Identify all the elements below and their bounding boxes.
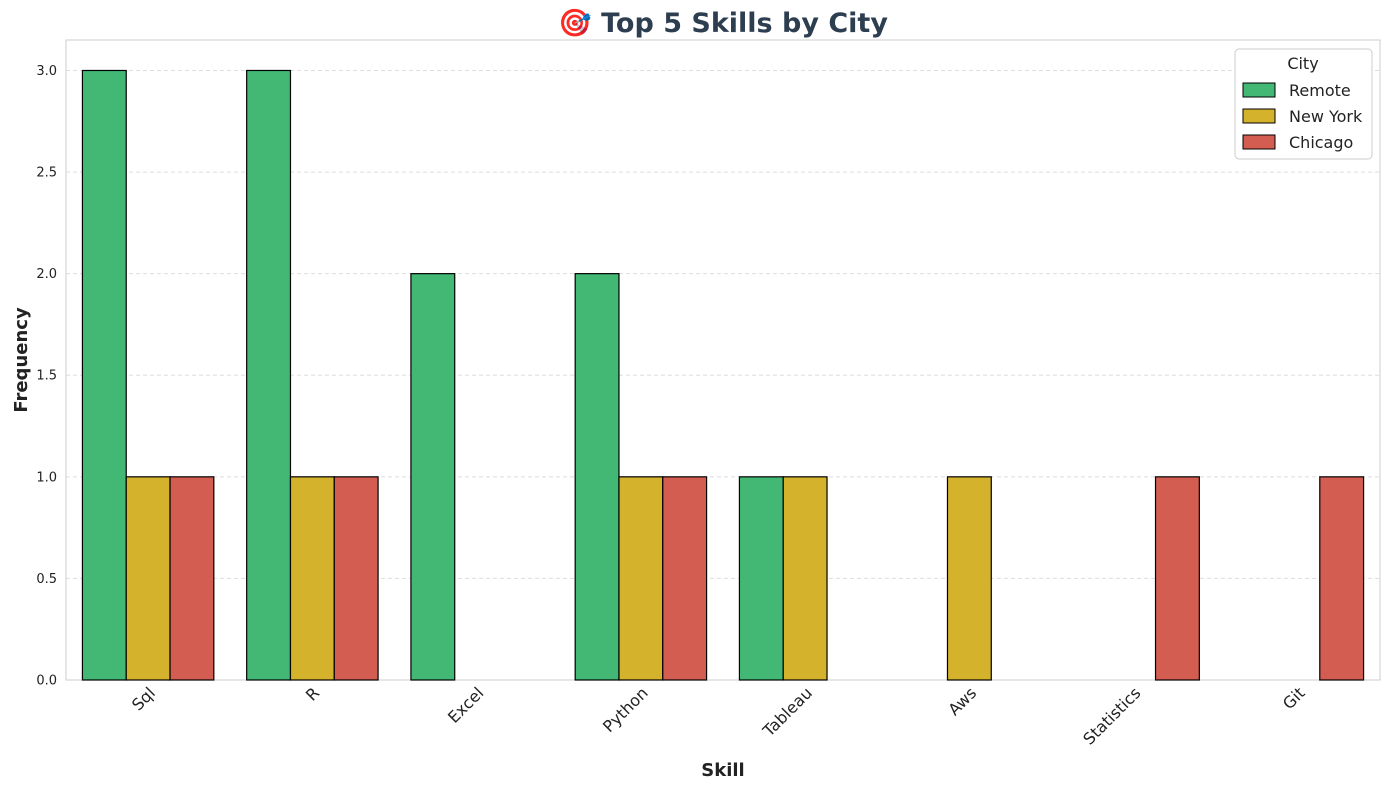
bar-python-new-york: [618, 476, 664, 681]
legend-swatch: [1242, 82, 1276, 98]
bar-git-chicago: [1319, 476, 1365, 681]
legend-swatch: [1242, 108, 1276, 124]
bar-python-remote: [574, 273, 620, 681]
y-axis-label: Frequency: [11, 307, 32, 413]
legend-label: New York: [1289, 107, 1363, 126]
y-tick-label: 0.0: [36, 674, 57, 689]
y-tick-label: 1.5: [36, 369, 57, 384]
bar-sql-chicago: [169, 476, 215, 681]
bar-r-chicago: [333, 476, 379, 681]
x-tick-label: R: [302, 683, 323, 704]
bar-statistics-chicago: [1154, 476, 1200, 681]
bars: [81, 69, 1365, 681]
chart-title: 🎯 Top 5 Skills by City: [558, 8, 888, 39]
legend-title: City: [1287, 54, 1318, 73]
bar-r-remote: [246, 69, 292, 681]
x-tick-label: Sql: [128, 683, 159, 714]
bar-python-chicago: [662, 476, 708, 681]
y-tick-label: 2.5: [36, 166, 57, 181]
bar-aws-new-york: [946, 476, 992, 681]
legend-swatch: [1242, 134, 1276, 150]
y-tick-label: 2.0: [36, 267, 57, 282]
x-tick-label: Python: [599, 683, 652, 736]
y-tick-label: 0.5: [36, 572, 57, 587]
bar-sql-remote: [81, 69, 127, 681]
bar-sql-new-york: [125, 476, 171, 681]
legend-label: Chicago: [1289, 133, 1353, 152]
bar-r-new-york: [289, 476, 335, 681]
bar-tableau-new-york: [782, 476, 828, 681]
x-tick-label: Aws: [944, 683, 980, 719]
bar-tableau-remote: [738, 476, 784, 681]
x-tick-label: Excel: [444, 683, 487, 726]
x-tick-label: Statistics: [1079, 683, 1144, 748]
x-axis-label: Skill: [701, 760, 744, 781]
y-tick-label: 3.0: [36, 64, 57, 79]
y-tick-labels: 0.0 0.5 1.0 1.5 2.0 2.5 3.0: [36, 64, 57, 689]
y-tick-label: 1.0: [36, 470, 57, 485]
legend-box: [1234, 48, 1373, 160]
legend: City Remote New York Chicago: [1234, 48, 1373, 160]
x-tick-labels: Sql R Excel Python Tableau Aws Statistics Git: [128, 683, 1309, 748]
bar-excel-remote: [410, 273, 456, 681]
x-tick-label: Tableau: [758, 683, 816, 741]
x-tick-label: Git: [1279, 683, 1309, 713]
legend-label: Remote: [1289, 81, 1351, 100]
